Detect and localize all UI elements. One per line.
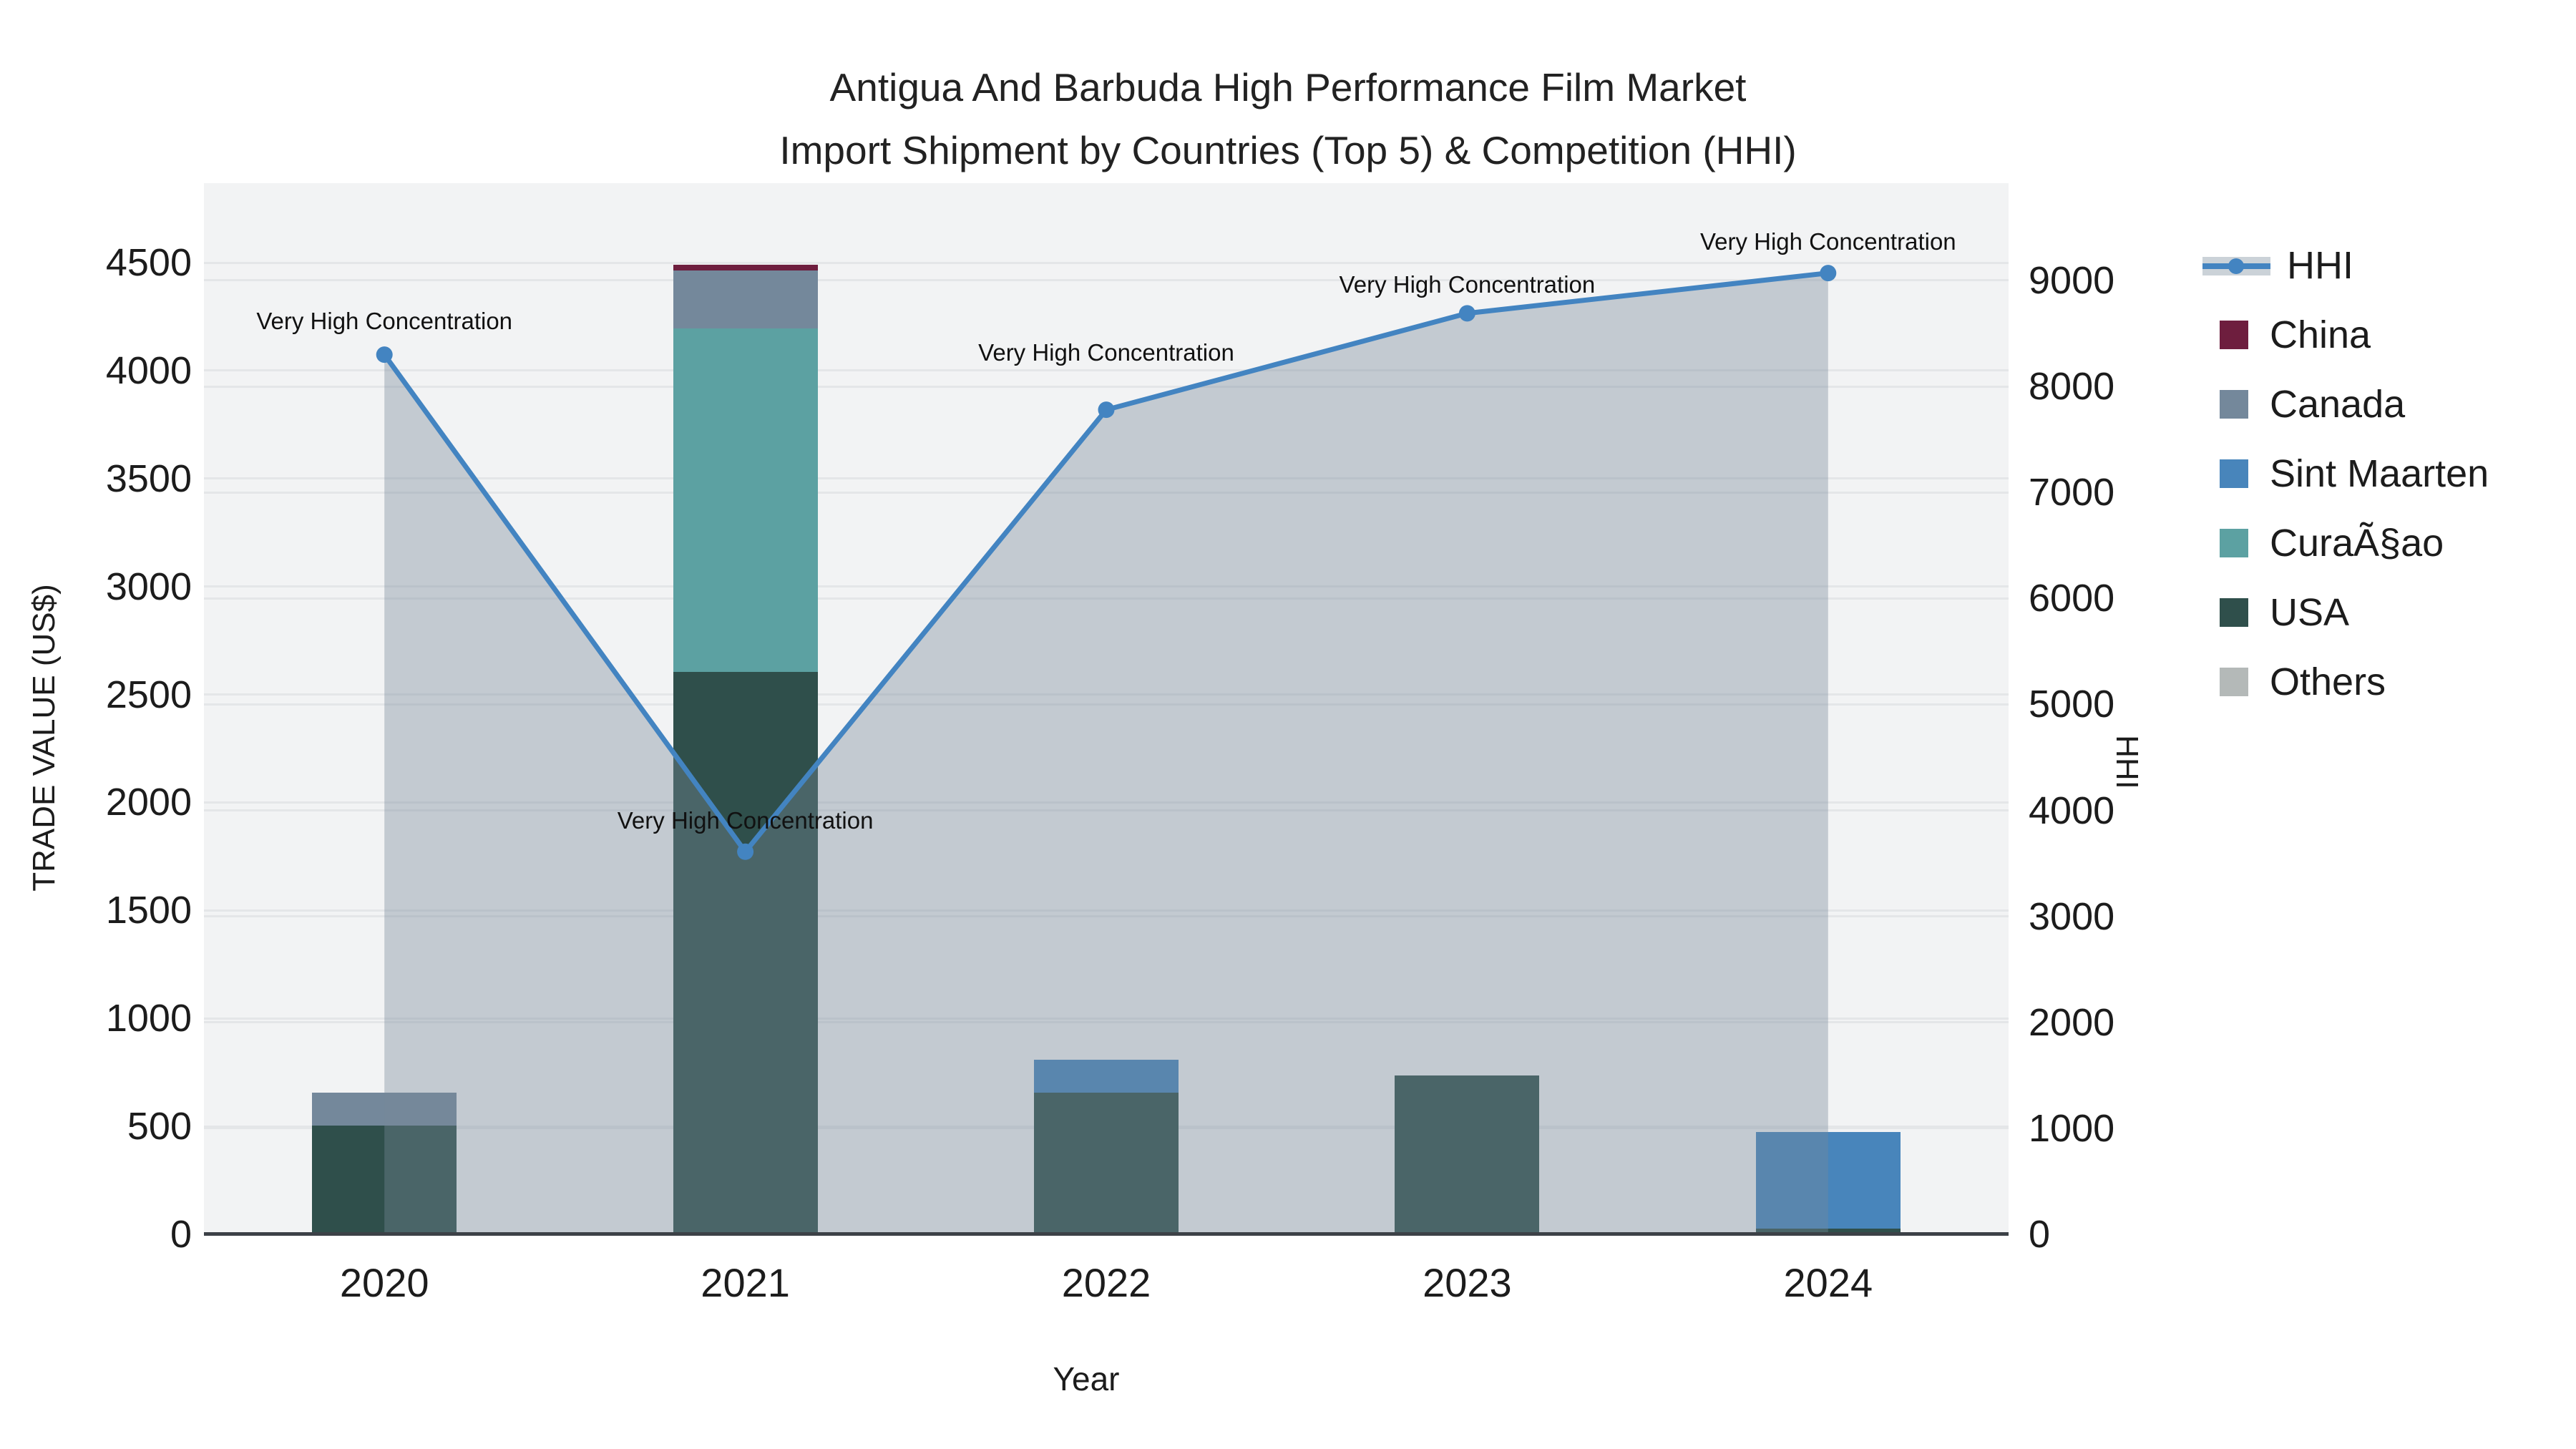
chart-title-line2: Import Shipment by Countries (Top 5) & C… [779,128,1797,172]
x-tick-2022: 2022 [1061,1260,1151,1305]
gridline [204,809,2009,812]
gridline [204,693,2009,696]
hhi-area-fill [384,273,1828,1234]
y-right-tick-1000: 1000 [2029,1106,2115,1150]
gridline [204,477,2009,480]
annotation-2020: Very High Concentration [256,307,513,334]
gridline [204,915,2009,918]
legend-item-china[interactable]: China [2202,300,2489,369]
legend-label: CuraÃ§ao [2270,521,2444,565]
bar-segment-2024-sint-maarten[interactable] [1755,1131,1901,1229]
bar-segment-2022-usa[interactable] [1034,1093,1179,1234]
y-left-tick-3000: 3000 [105,565,192,608]
y-right-tick-0: 0 [2029,1213,2051,1256]
legend-swatch-icon [2220,667,2248,696]
y-left-tick-2000: 2000 [105,781,192,824]
hhi-marker-2020[interactable] [376,346,393,364]
legend: HHI China Canada Sint Maarten CuraÃ§ao USA Oth… [2202,230,2489,716]
legend-label: China [2270,313,2371,356]
y-right-tick-4000: 4000 [2029,789,2115,832]
y-right-tick-9000: 9000 [2029,258,2115,302]
y-left-tick-3500: 3500 [105,457,192,500]
bar-segment-2020-canada[interactable] [312,1093,457,1126]
plot-area [204,183,2009,1234]
x-tick-2024: 2024 [1783,1260,1873,1305]
gridline [204,801,2009,804]
y-right-tick-8000: 8000 [2029,365,2115,409]
hhi-marker-2021[interactable] [737,843,754,860]
y-right-tick-3000: 3000 [2029,894,2115,938]
legend-label: USA [2270,590,2350,634]
x-tick-2020: 2020 [339,1260,429,1305]
annotation-2024: Very High Concentration [1699,228,1956,255]
x-axis-title: Year [1053,1360,1120,1397]
x-tick-2023: 2023 [1423,1260,1512,1305]
gridline [204,1017,2009,1020]
y-left-tick-1500: 1500 [105,889,192,932]
legend-swatch-icon [2220,597,2248,627]
gridline [204,369,2009,372]
y-right-tick-6000: 6000 [2029,577,2115,620]
legend-swatch-icon [2220,320,2248,349]
bar-segment-2021-usa[interactable] [673,671,818,1234]
gridline [204,385,2009,388]
y-axis-left-title: TRADE VALUE (US$) [26,583,62,892]
y-left-tick-4500: 4500 [105,241,192,285]
y-left-tick-1000: 1000 [105,997,192,1040]
y-right-tick-5000: 5000 [2029,683,2115,726]
hhi-marker-2023[interactable] [1458,305,1475,322]
gridline [204,703,2009,706]
chart-title: Antigua And Barbuda High Performance Fil… [0,56,2576,182]
gridline [204,491,2009,494]
legend-label: Canada [2270,382,2406,426]
legend-item-canada[interactable]: Canada [2202,369,2489,439]
annotation-2021: Very High Concentration [617,807,874,834]
y-right-tick-7000: 7000 [2029,471,2115,514]
bar-segment-2020-usa[interactable] [312,1125,457,1234]
y-left-tick-500: 500 [127,1105,192,1148]
x-axis-line [204,1232,2009,1236]
bar-segment-2022-sint-maarten[interactable] [1034,1059,1179,1093]
y-left-tick-0: 0 [170,1213,192,1256]
legend-item-usa[interactable]: USA [2202,577,2489,647]
y-axis-right-title: HHI [2109,735,2145,789]
legend-label: Others [2270,660,2386,703]
annotation-2023: Very High Concentration [1339,270,1596,298]
bar-segment-2021-china[interactable] [673,265,818,270]
y-right-tick-2000: 2000 [2029,1000,2115,1044]
chart-title-line1: Antigua And Barbuda High Performance Fil… [829,65,1747,109]
bar-segment-2021-canada[interactable] [673,270,818,329]
gridline [204,261,2009,264]
y-left-tick-2500: 2500 [105,673,192,716]
legend-label: HHI [2287,243,2353,287]
gridline [204,909,2009,912]
hhi-marker-2022[interactable] [1098,401,1115,419]
legend-item-others[interactable]: Others [2202,647,2489,716]
gridline [204,585,2009,588]
hhi-line-legend-icon [2202,252,2270,279]
annotation-2022: Very High Concentration [978,338,1234,366]
gridline [204,1021,2009,1024]
legend-label: Sint Maarten [2270,452,2489,495]
bar-segment-2023-usa[interactable] [1395,1075,1540,1234]
legend-swatch-icon [2220,389,2248,419]
hhi-line-layer [376,265,1837,1234]
gridline [204,597,2009,600]
x-tick-2021: 2021 [701,1260,790,1305]
legend-item-sint-maarten[interactable]: Sint Maarten [2202,439,2489,508]
legend-item-hhi[interactable]: HHI [2202,230,2489,300]
legend-swatch-icon [2220,459,2248,488]
bar-segment-2024-usa[interactable] [1755,1229,1901,1234]
hhi-marker-2024[interactable] [1820,265,1837,282]
gridline [204,279,2009,282]
y-left-tick-4000: 4000 [105,348,192,392]
legend-swatch-icon [2220,528,2248,557]
legend-item-cura-ao[interactable]: CuraÃ§ao [2202,508,2489,577]
bar-segment-2021-cura-ao[interactable] [673,328,818,672]
